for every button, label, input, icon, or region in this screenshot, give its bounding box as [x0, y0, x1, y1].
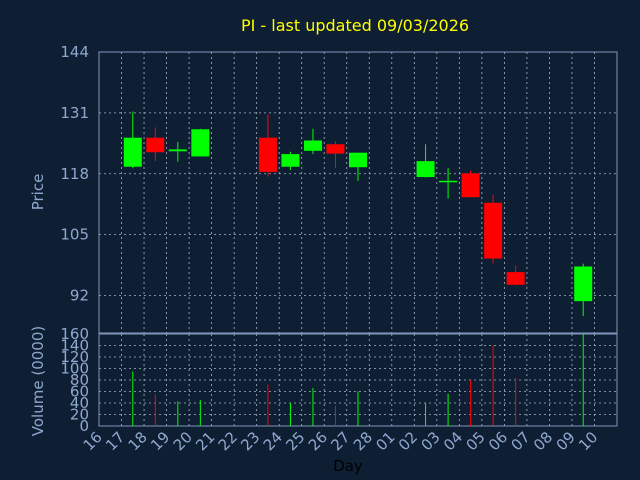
- candle-body: [506, 272, 525, 285]
- price-tick-label: 144: [60, 43, 89, 61]
- candle-body: [439, 180, 458, 183]
- volume-axis-label: Volume (0000): [29, 326, 47, 436]
- candle-body: [574, 266, 593, 302]
- chart-title: PI - last updated 09/03/2026: [241, 16, 469, 35]
- candle-body: [484, 202, 503, 259]
- volume-tick-label: 40: [70, 394, 89, 412]
- price-tick-label: 118: [60, 165, 89, 183]
- candle-body: [281, 154, 300, 167]
- candle-body: [168, 149, 187, 152]
- candle-body: [123, 137, 142, 167]
- volume-tick-label: 80: [70, 371, 89, 389]
- volume-tick-label: 160: [60, 325, 89, 343]
- candle-body: [191, 129, 210, 157]
- volume-tick-label: 120: [60, 348, 89, 366]
- x-tick-label: 10: [575, 428, 601, 454]
- candle-body: [349, 152, 367, 168]
- candle-body: [326, 144, 345, 154]
- price-axis-label: Price: [29, 174, 47, 211]
- price-tick-label: 105: [60, 226, 89, 244]
- candle-body: [258, 137, 277, 172]
- volume-tick-label: 100: [60, 360, 89, 378]
- x-axis: 1617181920212223242526272801020304050607…: [80, 428, 602, 454]
- candle-body: [303, 140, 322, 151]
- volume-tick-label: 140: [60, 337, 89, 355]
- candle-body: [146, 137, 165, 153]
- candle-body: [461, 173, 480, 198]
- volume-tick-label: 60: [70, 383, 89, 401]
- volume-tick-label: 0: [79, 417, 89, 435]
- candle-body: [416, 161, 435, 178]
- price-panel-frame: [98, 51, 618, 334]
- price-tick-label: 131: [60, 104, 89, 122]
- x-axis-label: Day: [333, 457, 363, 475]
- volume-tick-label: 20: [70, 406, 89, 424]
- price-tick-label: 92: [70, 287, 89, 305]
- price-panel: 92 105 118 131 144: [60, 43, 618, 334]
